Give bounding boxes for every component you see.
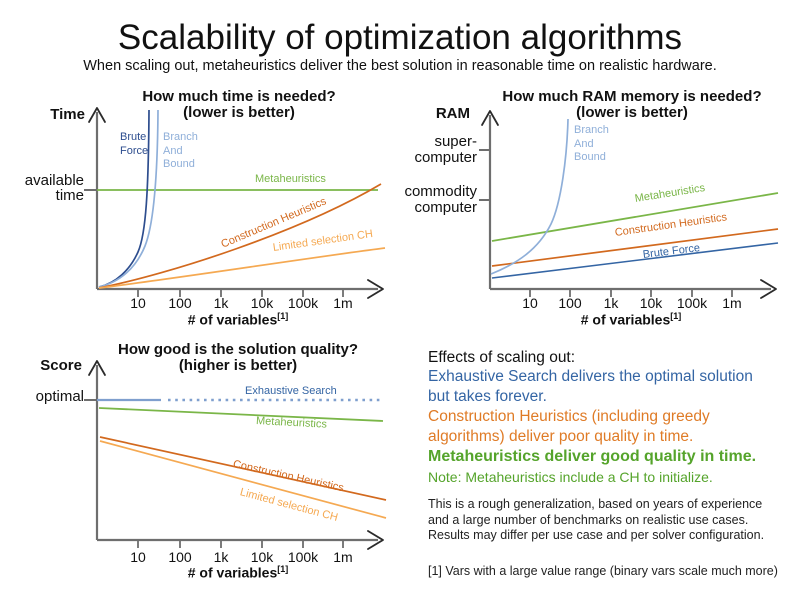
time-limited-selection-ch-curve <box>98 247 386 289</box>
ram-y-axis-label: RAM <box>435 105 470 122</box>
ram-y-axis-arrow-icon <box>481 110 499 126</box>
time-branch-and-bound-label: Branch And Bound <box>163 131 198 170</box>
time-chart-title-line1: How much time is needed? <box>142 88 336 105</box>
quality-x-tick-1k: 1k <box>213 549 229 565</box>
ram-x-axis-label-footnote-ref: [1] <box>670 311 682 321</box>
ram-x-axis-arrow-icon <box>760 279 777 299</box>
time-construction-heuristics-curve <box>98 183 382 289</box>
ram-x-tick-100k: 100k <box>676 295 708 311</box>
ram-chart-title-line1: How much RAM memory is needed? <box>502 88 762 105</box>
effects-exhaustive-search-text: Exhaustive Search delivers the optimal s… <box>428 368 753 405</box>
time-chart-axes <box>84 107 384 299</box>
time-chart-title: How much time is needed? (lower is bette… <box>89 89 389 121</box>
time-metaheuristics-label: Metaheuristics <box>255 173 326 185</box>
effects-construction-heuristics-text: Construction Heuristics (including greed… <box>428 408 710 445</box>
quality-exhaustive-search-label: Exhaustive Search <box>245 385 337 397</box>
ram-x-tick-100: 100 <box>558 295 582 311</box>
time-x-axis-label-footnote-ref: [1] <box>277 311 289 321</box>
quality-construction-heuristics-line <box>99 436 387 501</box>
ram-x-axis-label: # of variables[1] <box>531 311 731 328</box>
time-branch-and-bound-curve <box>98 109 159 288</box>
ram-x-ticks <box>529 289 733 297</box>
quality-metaheuristics-line <box>98 407 384 422</box>
time-x-tick-1m: 1m <box>333 295 353 311</box>
time-x-axis-label: # of variables[1] <box>138 311 338 328</box>
time-brute-force-label: Brute Force <box>120 131 149 157</box>
quality-x-ticks <box>137 540 344 548</box>
quality-y-axis-arrow-icon <box>88 360 106 376</box>
commodity-computer-label: commodity computer <box>404 183 477 216</box>
ram-chart-title: How much RAM memory is needed? (lower is… <box>482 89 782 121</box>
time-chart-series <box>97 109 386 289</box>
time-x-tick-10k: 10k <box>250 295 274 311</box>
time-x-tick-100: 100 <box>168 295 192 311</box>
effects-metaheuristics-text: Metaheuristics deliver good quality in t… <box>428 448 757 465</box>
quality-chart-axes <box>84 360 384 550</box>
ram-branch-and-bound-curve <box>490 118 569 275</box>
effects-note-text: Note: Metaheuristics include a CH to ini… <box>428 469 713 485</box>
time-x-axis-label-text: # of variables <box>187 311 278 328</box>
quality-x-tick-100k: 100k <box>287 549 319 565</box>
time-x-tick-1k: 1k <box>213 295 229 311</box>
time-brute-force-curve <box>98 109 150 288</box>
quality-x-axis-label: # of variables[1] <box>138 564 338 581</box>
ram-x-tick-1k: 1k <box>603 295 619 311</box>
quality-limited-selection-ch-line <box>99 440 387 519</box>
time-y-axis-arrow-icon <box>88 107 106 123</box>
ram-x-tick-1m: 1m <box>722 295 742 311</box>
ram-branch-and-bound-label: Branch And Bound <box>574 124 609 163</box>
page-title: Scalability of optimization algorithms <box>117 18 683 57</box>
time-y-axis-label: Time <box>50 106 85 123</box>
quality-x-tick-10: 10 <box>130 549 146 565</box>
quality-y-axis-label: Score <box>40 357 82 374</box>
time-x-ticks <box>137 289 344 297</box>
quality-chart-title-line1: How good is the solution quality? <box>118 341 358 358</box>
quality-chart-series <box>97 398 387 519</box>
ram-x-axis-label-text: # of variables <box>580 311 671 328</box>
quality-x-tick-1m: 1m <box>333 549 353 565</box>
quality-x-axis-arrow-icon <box>367 530 384 550</box>
ram-chart-axes <box>479 110 777 299</box>
quality-chart-title: How good is the solution quality? (highe… <box>88 342 388 374</box>
ram-metaheuristics-line <box>491 192 779 242</box>
quality-x-axis-label-footnote-ref: [1] <box>277 564 289 574</box>
time-chart-title-line2: (lower is better) <box>183 104 295 121</box>
disclaimer-text: This is a rough generalization, based on… <box>428 497 765 542</box>
quality-chart-title-line2: (higher is better) <box>178 357 298 374</box>
ram-brute-force-line <box>491 242 779 279</box>
available-time-label: available time <box>24 172 84 204</box>
time-x-tick-100k: 100k <box>287 295 319 311</box>
time-x-axis-arrow-icon <box>367 279 384 299</box>
quality-x-axis-label-text: # of variables <box>187 564 278 581</box>
footnote-text: [1] Vars with a large value range (binar… <box>428 564 778 578</box>
ram-construction-heuristics-line <box>491 228 779 267</box>
quality-x-tick-10k: 10k <box>250 549 274 565</box>
supercomputer-label: super- computer <box>414 133 477 166</box>
time-x-tick-10: 10 <box>130 295 146 311</box>
optimal-label: optimal <box>35 388 84 405</box>
effects-heading: Effects of scaling out: <box>428 349 576 366</box>
quality-x-tick-100: 100 <box>168 549 192 565</box>
ram-chart-series <box>490 118 779 279</box>
ram-chart-title-line2: (lower is better) <box>576 104 688 121</box>
effects-panel: Effects of scaling out: Exhaustive Searc… <box>428 349 796 485</box>
ram-x-tick-10: 10 <box>522 295 538 311</box>
page-subtitle: When scaling out, metaheuristics deliver… <box>83 58 717 74</box>
ram-x-tick-10k: 10k <box>639 295 663 311</box>
